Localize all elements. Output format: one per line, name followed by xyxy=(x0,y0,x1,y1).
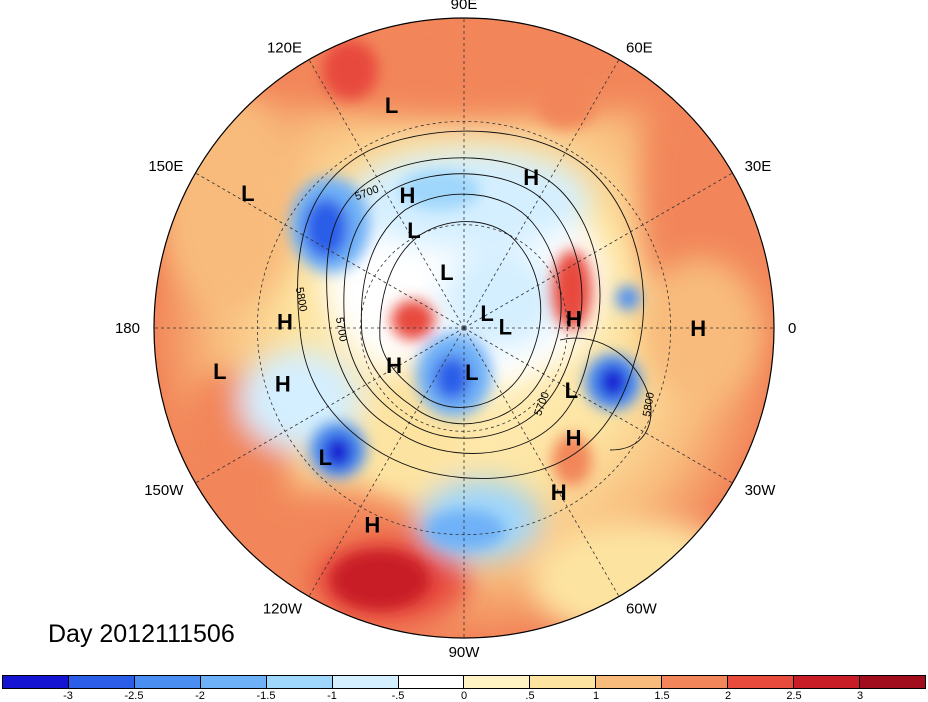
contour-label: 5700 xyxy=(333,316,349,342)
colorbar-tick-label: -3 xyxy=(63,690,73,702)
colorbar-segment xyxy=(728,676,795,688)
low-pressure-marker: L xyxy=(465,360,478,385)
high-pressure-marker: H xyxy=(690,316,706,341)
colorbar-tick-label: -1 xyxy=(327,690,337,702)
high-pressure-marker: H xyxy=(364,513,380,538)
longitude-label: 120E xyxy=(267,39,302,56)
colorbar-tick-label: 2 xyxy=(724,690,732,702)
high-pressure-marker: H xyxy=(277,310,293,335)
high-pressure-marker: H xyxy=(523,165,539,190)
colorbar-tick-label: 1.5 xyxy=(654,690,670,702)
colorbar-segment xyxy=(794,676,860,688)
colorbar-tick-label: -.5 xyxy=(391,690,405,702)
longitude-label: 120W xyxy=(263,601,303,618)
meridian-300 xyxy=(463,327,620,597)
high-pressure-marker: H xyxy=(566,426,582,451)
longitude-label: 60W xyxy=(626,601,658,618)
colorbar-tick-label: -2.5 xyxy=(124,690,144,702)
low-pressure-marker: L xyxy=(319,445,332,470)
meridian-120 xyxy=(308,59,465,329)
longitude-label: 0 xyxy=(788,320,796,337)
longitude-label: 60E xyxy=(626,39,653,56)
longitude-label: 30E xyxy=(745,158,772,175)
colorbar-segment xyxy=(662,676,729,688)
colorbar-tick-label: 1 xyxy=(592,690,600,702)
colorbar-segment xyxy=(596,676,663,688)
colorbar-tick-label: 2.5 xyxy=(786,690,802,702)
high-pressure-marker: H xyxy=(275,371,291,396)
longitude-label: 150E xyxy=(148,158,183,175)
meridian-210 xyxy=(195,327,465,484)
colorbar-segment xyxy=(200,676,267,688)
colorbar-tick-label: .5 xyxy=(525,690,535,702)
low-pressure-marker: L xyxy=(499,315,512,340)
colorbar-segment xyxy=(3,676,69,688)
contour-label: 5800 xyxy=(641,391,657,417)
colorbar-segment xyxy=(530,676,597,688)
low-pressure-marker: L xyxy=(213,359,226,384)
colorbar-segment xyxy=(398,676,465,688)
high-pressure-marker: H xyxy=(566,306,582,331)
low-pressure-marker: L xyxy=(385,93,398,118)
meridian-150 xyxy=(195,172,465,329)
colorbar-segment xyxy=(859,676,925,688)
longitude-label: 30W xyxy=(745,482,777,499)
colorbar-tick-label: 0 xyxy=(460,690,468,702)
colorbar-segment xyxy=(332,676,399,688)
low-pressure-marker: L xyxy=(565,378,578,403)
contour-label: 5800 xyxy=(293,286,309,312)
longitude-label: 90W xyxy=(449,644,481,661)
meridian-30 xyxy=(463,172,733,329)
colorbar-tick-label: 3 xyxy=(856,690,864,702)
colorbar-segment xyxy=(464,676,531,688)
colorbar-segment xyxy=(134,676,201,688)
high-pressure-marker: H xyxy=(551,480,567,505)
height-contours xyxy=(297,130,652,479)
colorbar xyxy=(2,675,926,689)
low-pressure-marker: L xyxy=(440,260,453,285)
high-pressure-marker: H xyxy=(386,353,402,378)
longitude-label: 180 xyxy=(115,320,140,337)
longitude-label: 90E xyxy=(451,0,478,13)
meridian-60 xyxy=(463,59,620,329)
colorbar-segment xyxy=(68,676,135,688)
map-title: Day 2012111506 xyxy=(48,620,235,648)
colorbar-tick-labels: -3 -2.5 -2 -1.5 -1 -.5 0 .5 1 1.5 2 2.5 3 xyxy=(2,690,926,702)
colorbar-tick-label: -1.5 xyxy=(256,690,276,702)
lat-lon-grid xyxy=(154,18,774,638)
colorbar-tick-label: -2 xyxy=(195,690,205,702)
low-pressure-marker: L xyxy=(241,181,254,206)
longitude-labels: 90E 60E 30E 0 30W 60W 90W 120W 150W 180 150E 120E xyxy=(115,0,796,661)
low-pressure-marker: L xyxy=(480,301,493,326)
low-pressure-marker: L xyxy=(407,218,420,243)
map-boundary xyxy=(153,17,775,639)
high-pressure-marker: H xyxy=(400,183,416,208)
longitude-label: 150W xyxy=(144,482,184,499)
meridian-330 xyxy=(463,327,733,484)
meridian-240 xyxy=(308,327,465,597)
colorbar-segment xyxy=(266,676,333,688)
